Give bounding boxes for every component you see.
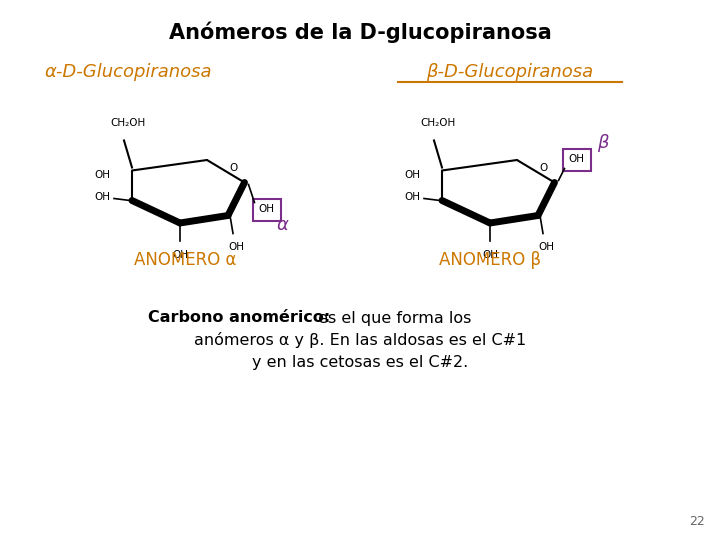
Text: OH: OH	[404, 171, 420, 180]
Text: Carbono anomérico:: Carbono anomérico:	[148, 310, 330, 326]
Text: CH₂OH: CH₂OH	[420, 118, 456, 129]
Text: α: α	[276, 215, 289, 233]
Text: OH: OH	[94, 171, 110, 180]
Text: OH: OH	[94, 192, 110, 201]
Text: OH: OH	[482, 250, 498, 260]
Text: CH₂OH: CH₂OH	[110, 118, 145, 129]
Text: ANOMERO β: ANOMERO β	[439, 251, 541, 269]
Text: 22: 22	[689, 515, 705, 528]
Text: ANOMERO α: ANOMERO α	[134, 251, 236, 269]
Text: es el que forma los: es el que forma los	[313, 310, 472, 326]
Text: α-D-Glucopiranosa: α-D-Glucopiranosa	[44, 63, 212, 81]
Bar	[253, 199, 281, 220]
Text: Anómeros de la D-glucopiranosa: Anómeros de la D-glucopiranosa	[168, 21, 552, 43]
Text: OH: OH	[228, 242, 244, 253]
Text: OH: OH	[404, 192, 420, 201]
Text: OH: OH	[569, 154, 585, 165]
Text: O: O	[539, 163, 548, 173]
Text: β-D-Glucopiranosa: β-D-Glucopiranosa	[426, 63, 593, 81]
Text: anómeros α y β. En las aldosas es el C#1: anómeros α y β. En las aldosas es el C#1	[194, 332, 526, 348]
Text: OH: OH	[172, 250, 188, 260]
Bar	[562, 148, 590, 171]
Text: OH: OH	[538, 242, 554, 253]
Text: OH: OH	[258, 205, 274, 214]
Text: β: β	[597, 133, 608, 152]
Text: y en las cetosas es el C#2.: y en las cetosas es el C#2.	[252, 354, 468, 369]
Text: O: O	[230, 163, 238, 173]
